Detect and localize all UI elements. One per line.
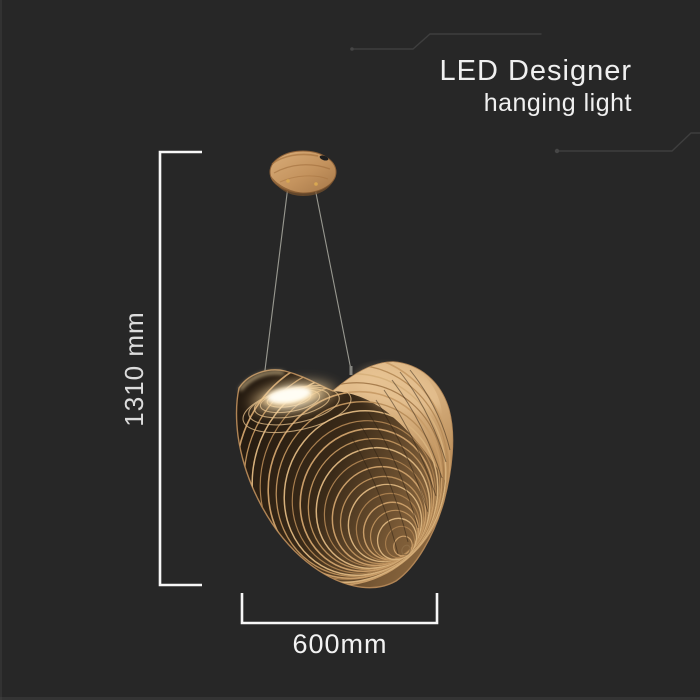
product-title-line2: hanging light (483, 88, 632, 117)
product-title: LED Designer hanging light (439, 55, 632, 118)
wood-grain (279, 175, 329, 183)
shade-rib (283, 409, 439, 577)
height-dimension-line (158, 150, 202, 587)
bottom-edge-artifact (0, 697, 700, 700)
circuit-trace-right (554, 132, 700, 154)
shade-rib (339, 475, 425, 565)
shade-rib (401, 544, 411, 556)
wood-grain (273, 164, 331, 174)
lamp-canopy (269, 150, 337, 196)
canopy-notch (319, 155, 329, 161)
shade-rib (299, 427, 435, 573)
shade-rib (267, 390, 443, 580)
shade-rib (307, 437, 433, 571)
lit-rim-edge (239, 371, 285, 391)
wire-ferrule (349, 366, 353, 375)
shade-rib (275, 401, 441, 577)
lamp-shade (235, 361, 454, 589)
height-dimension-label: 1310 mm (119, 311, 149, 427)
left-edge-artifact (0, 0, 2, 700)
product-title-line1: LED Designer (439, 55, 632, 87)
led-glow (243, 376, 343, 418)
width-dimension-label: 600mm (292, 629, 388, 659)
canopy-underside-shadow (271, 176, 335, 196)
shade-rib (323, 456, 429, 568)
shade-rib (315, 446, 431, 570)
suspension-wires (263, 185, 353, 379)
shade-crosshatch (351, 369, 451, 555)
canopy-screw (314, 182, 318, 186)
wood-grain (271, 153, 319, 165)
shade-rib (385, 525, 415, 559)
canopy-screw (286, 179, 290, 183)
width-dimension-line (240, 593, 439, 625)
shade-rib (376, 517, 418, 561)
circuit-trace-top (350, 33, 542, 51)
